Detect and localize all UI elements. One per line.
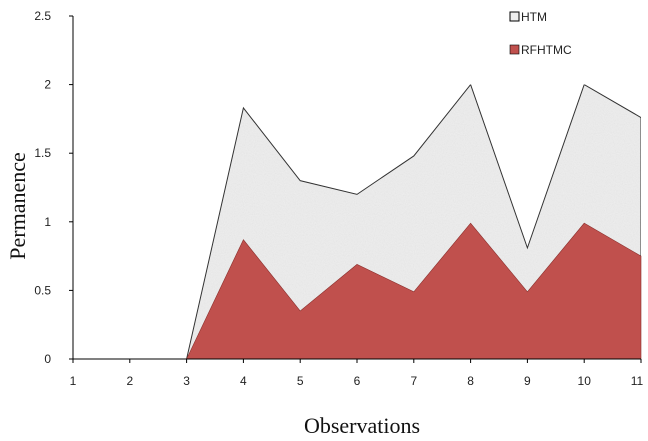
y-tick-label: 0.5 xyxy=(34,283,51,297)
x-tick-label: 4 xyxy=(240,374,247,388)
y-tick-label: 0 xyxy=(44,352,51,366)
x-tick-label: 10 xyxy=(578,374,592,388)
x-tick-label: 1 xyxy=(70,374,77,388)
y-axis-ticks: 0 0.5 1 1.5 2 2.5 xyxy=(34,9,73,366)
x-tick-label: 7 xyxy=(410,374,417,388)
y-tick-label: 2 xyxy=(44,78,51,92)
legend: HTM RFHTMC xyxy=(509,10,572,57)
x-tick-label: 8 xyxy=(467,374,474,388)
y-tick-label: 1 xyxy=(44,215,51,229)
x-tick-label: 11 xyxy=(631,374,644,388)
plot-area xyxy=(73,83,642,360)
legend-item-rfhtmc: RFHTMC xyxy=(509,43,572,57)
x-axis-title: Observations xyxy=(304,413,420,438)
x-tick-label: 9 xyxy=(524,374,531,388)
legend-item-htm: HTM xyxy=(509,10,547,24)
x-tick-label: 2 xyxy=(126,374,133,388)
legend-label-rfhtmc: RFHTMC xyxy=(521,43,572,57)
y-axis-title: Permanence xyxy=(5,152,30,260)
x-axis-ticks: 1 2 3 4 5 6 7 8 9 10 11 xyxy=(70,359,644,388)
y-tick-label: 2.5 xyxy=(34,9,51,23)
x-tick-label: 6 xyxy=(354,374,361,388)
x-tick-label: 5 xyxy=(297,374,304,388)
y-tick-label: 1.5 xyxy=(34,146,51,160)
legend-label-htm: HTM xyxy=(521,10,547,24)
legend-swatch-htm xyxy=(509,11,520,22)
legend-swatch-rfhtmc xyxy=(509,44,520,55)
x-tick-label: 3 xyxy=(183,374,190,388)
